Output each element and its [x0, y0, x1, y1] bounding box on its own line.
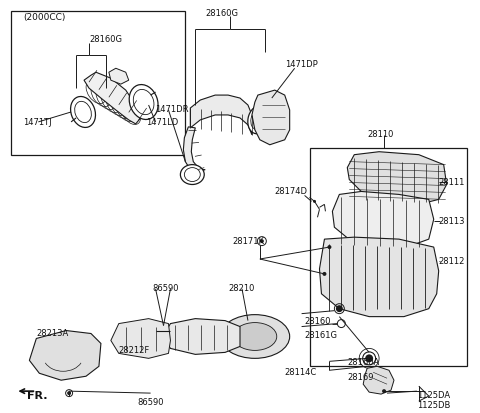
Circle shape	[336, 305, 343, 312]
Text: (2000CC): (2000CC)	[24, 13, 66, 21]
Circle shape	[327, 245, 331, 249]
Ellipse shape	[233, 323, 277, 350]
Bar	[12, 11, 185, 155]
Ellipse shape	[133, 90, 154, 115]
Text: 28111: 28111	[439, 178, 465, 187]
Text: 28160G: 28160G	[89, 36, 122, 45]
Polygon shape	[111, 318, 170, 358]
Ellipse shape	[75, 101, 91, 123]
Text: 28169: 28169	[348, 373, 374, 382]
Polygon shape	[183, 127, 205, 173]
Text: 1471TJ: 1471TJ	[24, 118, 52, 127]
Text: 28160A: 28160A	[348, 358, 380, 367]
Circle shape	[313, 200, 316, 203]
Text: FR.: FR.	[27, 391, 48, 401]
Text: 86590: 86590	[153, 284, 179, 293]
Circle shape	[365, 354, 373, 362]
Text: 1471DR: 1471DR	[156, 105, 189, 114]
Text: 28212F: 28212F	[119, 347, 150, 356]
Ellipse shape	[251, 110, 265, 130]
Text: 28114C: 28114C	[285, 368, 317, 377]
Ellipse shape	[180, 165, 204, 185]
Polygon shape	[163, 318, 240, 354]
Text: 28160G: 28160G	[205, 9, 238, 18]
Circle shape	[161, 328, 166, 333]
Polygon shape	[29, 330, 101, 380]
Ellipse shape	[184, 168, 200, 181]
Text: 28113: 28113	[439, 217, 465, 226]
Circle shape	[67, 391, 71, 395]
Ellipse shape	[71, 97, 96, 128]
Text: 28171K: 28171K	[232, 237, 264, 246]
Text: 28112: 28112	[439, 257, 465, 266]
Text: 1125DB: 1125DB	[417, 401, 450, 410]
Text: 86590: 86590	[138, 398, 164, 407]
Circle shape	[260, 239, 264, 243]
Polygon shape	[320, 237, 439, 317]
Circle shape	[323, 272, 326, 276]
Polygon shape	[252, 90, 289, 145]
Polygon shape	[363, 366, 394, 394]
Text: 28161G: 28161G	[305, 330, 337, 339]
Polygon shape	[191, 95, 252, 135]
Polygon shape	[84, 72, 141, 124]
Text: 28160: 28160	[305, 317, 331, 325]
Text: 28210: 28210	[228, 284, 254, 293]
Text: 1125DA: 1125DA	[417, 391, 450, 400]
Ellipse shape	[129, 85, 158, 119]
Polygon shape	[332, 192, 434, 249]
Text: 1471LD: 1471LD	[145, 118, 178, 127]
Circle shape	[382, 389, 386, 393]
Polygon shape	[109, 68, 129, 84]
Text: 28213A: 28213A	[36, 329, 69, 337]
Ellipse shape	[248, 106, 268, 134]
Bar	[310, 148, 467, 366]
Text: 28174D: 28174D	[275, 188, 308, 197]
Ellipse shape	[220, 315, 289, 358]
Polygon shape	[348, 152, 447, 204]
Text: 28110: 28110	[367, 130, 394, 139]
Text: 1471DP: 1471DP	[285, 60, 317, 69]
